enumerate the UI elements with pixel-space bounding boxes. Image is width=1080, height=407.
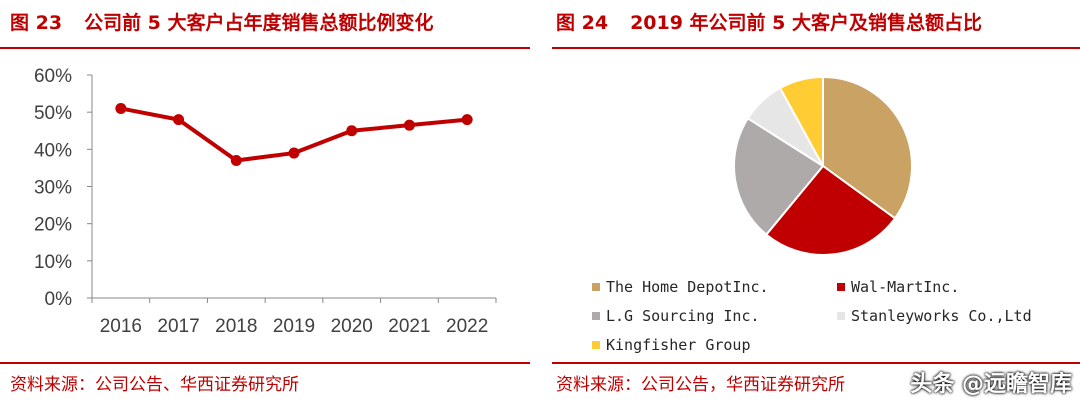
x-tick-label: 2022 xyxy=(446,316,488,337)
y-tick-label: 0% xyxy=(45,289,73,310)
legend-swatch xyxy=(592,312,600,320)
x-tick-label: 2016 xyxy=(100,316,142,337)
x-tick-label: 2017 xyxy=(157,316,199,337)
data-point xyxy=(173,114,185,126)
legend-label: The Home DepotInc. xyxy=(606,278,769,296)
y-tick-label: 30% xyxy=(34,178,72,199)
legend-label: Kingfisher Group xyxy=(606,336,751,354)
data-point xyxy=(115,102,127,114)
watermark: 头条 @远瞻智库 xyxy=(910,372,1072,397)
pie-chart xyxy=(733,75,913,256)
legend-item: L.G Sourcing Inc. xyxy=(592,307,760,325)
title-rule xyxy=(0,47,530,49)
source-note: 资料来源：公司公告，华西证券研究所 xyxy=(556,375,845,395)
pie-chart-panel: 图 24 2019 年公司前 5 大客户及销售总额占比 The Home Depo… xyxy=(552,0,1080,407)
legend-swatch xyxy=(837,283,845,291)
legend-item: The Home DepotInc. xyxy=(592,278,769,296)
data-point xyxy=(403,119,415,131)
legend-label: Stanleyworks Co.,Ltd xyxy=(851,307,1032,325)
data-point xyxy=(288,147,300,159)
legend-swatch xyxy=(592,283,600,291)
legend-item: Stanleyworks Co.,Ltd xyxy=(837,307,1032,325)
pie-slice xyxy=(822,75,913,220)
source-note: 资料来源：公司公告、华西证券研究所 xyxy=(10,375,299,395)
x-tick-label: 2020 xyxy=(331,316,373,337)
legend-label: Wal-MartInc. xyxy=(851,278,960,296)
figure-title-text: 公司前 5 大客户占年度销售总额比例变化 xyxy=(84,12,434,34)
figure-title: 图 24 2019 年公司前 5 大客户及销售总额占比 xyxy=(556,8,982,35)
line-chart-panel: 图 23 公司前 5 大客户占年度销售总额比例变化 0% 10% 20% 30% 40% 5… xyxy=(0,0,530,407)
data-point xyxy=(346,125,358,137)
pie-slice xyxy=(778,75,824,167)
source-rule xyxy=(0,362,530,364)
legend-swatch xyxy=(837,312,845,320)
x-tick-label: 2018 xyxy=(215,316,257,337)
pie-slice xyxy=(764,164,897,256)
x-tick-label: 2021 xyxy=(388,316,430,337)
figure-number: 图 24 xyxy=(556,12,609,34)
title-rule xyxy=(552,47,1080,49)
legend-label: L.G Sourcing Inc. xyxy=(606,307,760,325)
x-tick-label: 2019 xyxy=(273,316,315,337)
y-tick-label: 50% xyxy=(34,103,72,124)
y-tick-label: 20% xyxy=(34,215,72,236)
figure-title-text: 2019 年公司前 5 大客户及销售总额占比 xyxy=(630,12,983,34)
y-tick-label: 10% xyxy=(34,252,72,273)
data-point xyxy=(230,154,242,166)
data-point xyxy=(461,114,473,126)
legend-item: Kingfisher Group xyxy=(592,336,751,354)
y-tick-label: 60% xyxy=(34,66,72,87)
legend-swatch xyxy=(592,341,600,349)
figure-title: 图 23 公司前 5 大客户占年度销售总额比例变化 xyxy=(10,8,434,35)
legend-item: Wal-MartInc. xyxy=(837,278,959,296)
y-tick-label: 40% xyxy=(34,140,72,161)
line-chart: 0% 10% 20% 30% 40% 50% 60% 2016 2017 2018 2019 2020… xyxy=(34,66,497,337)
source-rule xyxy=(552,362,1080,364)
figure-number: 图 23 xyxy=(10,12,63,34)
pie-slice xyxy=(733,116,825,236)
